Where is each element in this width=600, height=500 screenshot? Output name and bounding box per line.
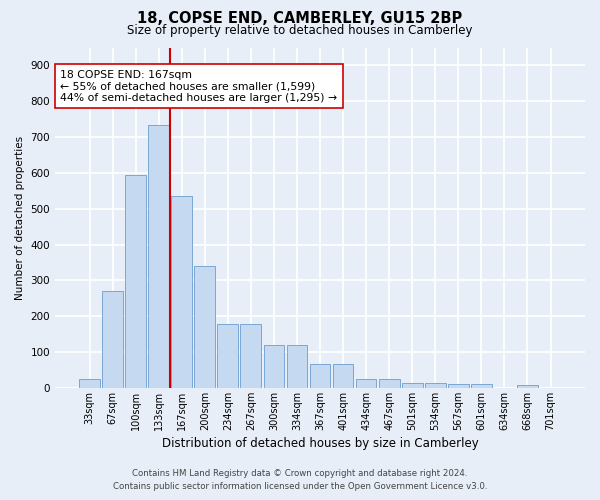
Bar: [448, 384, 469, 388]
Bar: [356, 379, 376, 388]
Bar: [241, 324, 261, 388]
Bar: [125, 174, 146, 388]
Bar: [287, 345, 307, 388]
Bar: [194, 266, 215, 388]
Bar: [263, 345, 284, 388]
Bar: [517, 385, 538, 388]
Y-axis label: Number of detached properties: Number of detached properties: [15, 136, 25, 300]
Text: 18, COPSE END, CAMBERLEY, GU15 2BP: 18, COPSE END, CAMBERLEY, GU15 2BP: [137, 11, 463, 26]
Text: Size of property relative to detached houses in Camberley: Size of property relative to detached ho…: [127, 24, 473, 37]
Bar: [172, 196, 192, 388]
Bar: [217, 324, 238, 388]
Bar: [425, 382, 446, 388]
Bar: [471, 384, 492, 388]
Bar: [379, 379, 400, 388]
Text: Contains HM Land Registry data © Crown copyright and database right 2024.
Contai: Contains HM Land Registry data © Crown c…: [113, 470, 487, 491]
Text: 18 COPSE END: 167sqm
← 55% of detached houses are smaller (1,599)
44% of semi-de: 18 COPSE END: 167sqm ← 55% of detached h…: [61, 70, 337, 103]
Bar: [310, 364, 331, 388]
Bar: [102, 291, 123, 388]
Bar: [402, 382, 422, 388]
X-axis label: Distribution of detached houses by size in Camberley: Distribution of detached houses by size …: [161, 437, 478, 450]
Bar: [79, 379, 100, 388]
Bar: [148, 124, 169, 388]
Bar: [332, 364, 353, 388]
